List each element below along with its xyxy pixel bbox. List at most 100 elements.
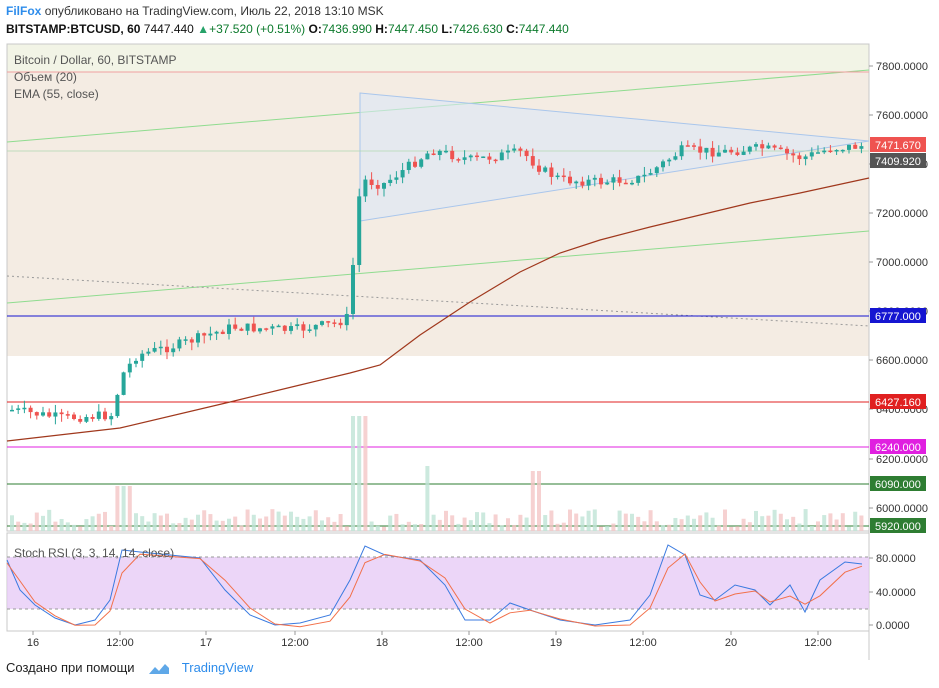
volume-bar	[425, 466, 430, 531]
candle-body	[723, 149, 727, 153]
candle-body	[400, 170, 405, 178]
volume-bar	[90, 516, 95, 531]
volume-bar	[158, 515, 163, 531]
volume-bar	[344, 526, 349, 531]
candle-body	[332, 322, 337, 324]
volume-bar	[828, 513, 833, 531]
candle-body	[685, 145, 690, 147]
candle-body	[785, 148, 789, 154]
volume-bar	[487, 523, 492, 531]
stoch-tick-label: 80.0000	[876, 553, 916, 565]
author-brand[interactable]: FilFox	[6, 4, 42, 18]
candle-body	[382, 183, 386, 189]
candle-body	[41, 412, 45, 416]
candle-body	[326, 321, 331, 323]
price-label-text: 6427.160	[875, 397, 921, 409]
open-value: 7436.990	[321, 22, 372, 36]
candle-body	[78, 418, 83, 422]
candle-body	[96, 411, 101, 419]
candle-body	[828, 150, 833, 153]
candle-body	[258, 328, 262, 332]
time-tick-label: 12:00	[804, 637, 832, 649]
stoch-tick-label: 40.0000	[876, 587, 916, 599]
price-tick-label: 6600.0000	[876, 355, 928, 367]
candle-body	[388, 179, 393, 184]
volume-bar	[22, 522, 27, 531]
candle-body	[592, 177, 597, 180]
candle-body	[152, 347, 157, 352]
created-with: Создано при помощи	[6, 660, 135, 675]
candle-body	[623, 182, 628, 185]
candle-body	[599, 177, 603, 185]
price-label-text: 5920.000	[875, 521, 921, 533]
volume-bar	[258, 518, 262, 531]
candle-body	[462, 157, 467, 160]
volume-bar	[121, 486, 126, 531]
candle-body	[729, 149, 734, 153]
candle-body	[183, 339, 188, 341]
candle-body	[654, 167, 659, 174]
volume-bar	[623, 513, 628, 531]
volume-bar	[456, 523, 461, 531]
candle-body	[220, 331, 225, 334]
channel-lower	[6, 230, 870, 304]
volume-bar	[127, 486, 132, 531]
legend-ema: EMA (55, close)	[14, 87, 99, 101]
candle-body	[481, 156, 486, 159]
candle-body	[487, 156, 492, 160]
volume-bar	[580, 516, 585, 531]
volume-bar	[506, 518, 510, 531]
volume-bar	[332, 521, 337, 531]
candle-body	[772, 145, 777, 148]
volume-bar	[475, 512, 479, 531]
chart-canvas[interactable]: Bitcoin / Dollar, 60, BITSTAMP Объем (20…	[0, 40, 939, 688]
volume-bar	[276, 511, 281, 531]
high-label: H:	[375, 22, 388, 36]
candle-body	[214, 331, 219, 334]
candle-body	[419, 159, 424, 167]
volume-bar	[450, 515, 455, 531]
high-value: 7447.450	[387, 22, 438, 36]
candle-body	[264, 328, 269, 330]
volume-bar	[518, 514, 523, 531]
volume-bar	[10, 515, 14, 531]
time-tick-label: 17	[200, 637, 212, 649]
candle-body	[493, 159, 498, 162]
candle-body	[816, 152, 820, 154]
stoch-band	[7, 557, 869, 609]
volume-bar	[28, 523, 33, 531]
candle-body	[766, 145, 771, 149]
candle-body	[72, 414, 76, 419]
volume-bar	[134, 513, 138, 531]
volume-bar	[574, 513, 579, 531]
volume-bar	[295, 516, 300, 531]
volume-bar	[313, 510, 318, 531]
volume-bar	[406, 521, 411, 531]
candle-body	[282, 325, 287, 331]
candle-body	[735, 152, 740, 155]
volume-bar	[530, 471, 535, 531]
candle-body	[673, 156, 678, 160]
candle-body	[239, 328, 244, 331]
time-tick-label: 16	[27, 637, 39, 649]
tradingview-link[interactable]: TradingView	[181, 660, 254, 675]
price-tick-label: 7200.0000	[876, 208, 928, 220]
volume-bar	[177, 523, 182, 531]
price-change: +37.520 (+0.51%)	[209, 22, 306, 36]
time-tick-label: 20	[725, 637, 737, 649]
volume-bar	[561, 522, 566, 531]
volume-bar	[747, 522, 752, 531]
volume-bar	[320, 520, 324, 531]
volume-bar	[53, 521, 58, 531]
volume-bar	[537, 471, 541, 531]
volume-bar	[568, 509, 572, 531]
volume-bar	[103, 511, 107, 531]
legend-volume: Объем (20)	[14, 70, 77, 84]
time-tick-label: 12:00	[455, 637, 483, 649]
volume-bar	[388, 515, 393, 531]
time-axis[interactable]: 16 12:00 17 12:00 18 12:00 19 12:00 20 12:00	[27, 631, 832, 649]
volume-bar	[140, 516, 145, 531]
volume-bar	[816, 521, 820, 531]
last-price: 7447.440	[143, 22, 194, 36]
volume-bar	[419, 524, 424, 531]
